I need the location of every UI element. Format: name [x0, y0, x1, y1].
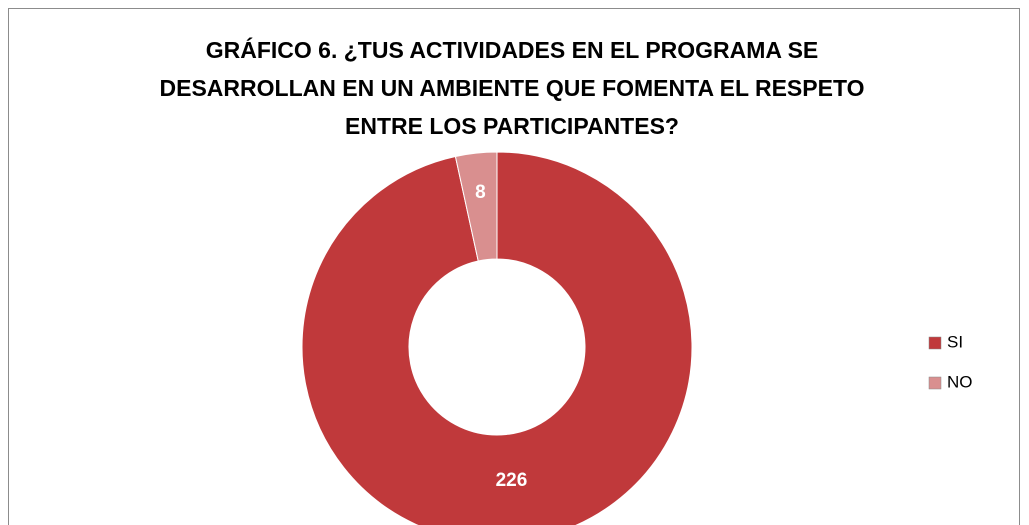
legend-swatch	[928, 336, 942, 350]
legend-label: NO	[947, 372, 973, 391]
chart-title: GRÁFICO 6. ¿TUS ACTIVIDADES EN EL PROGRA…	[206, 36, 819, 63]
legend-swatch	[928, 376, 942, 390]
chart-title: DESARROLLAN EN UN AMBIENTE QUE FOMENTA E…	[160, 75, 865, 101]
data-label: 8	[475, 182, 486, 203]
legend-label: SI	[947, 332, 963, 351]
donut-slice	[301, 151, 693, 525]
data-label: 226	[496, 470, 528, 491]
donut-slice	[454, 151, 498, 262]
chart-title: ENTRE LOS PARTICIPANTES?	[345, 113, 679, 139]
